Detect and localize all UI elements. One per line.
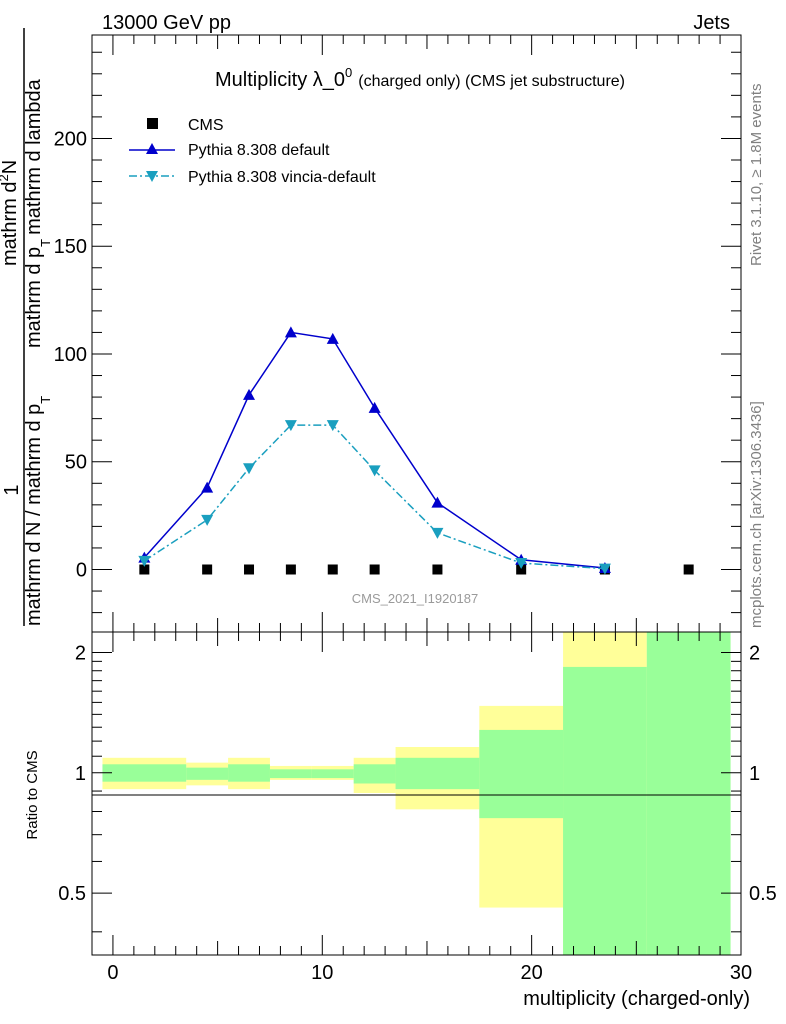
ratio-stat-band: [102, 764, 187, 782]
ylabel-numer-2: mathrm d2N: [0, 160, 21, 266]
pythia-vincia-line: [143, 424, 605, 570]
pythia-default-point: [431, 496, 444, 508]
legend-vincia-label: Pythia 8.308 vincia-default: [188, 169, 376, 186]
chart-title-main: Multiplicity λ_0: [215, 69, 345, 91]
legend-cms-label: CMS: [188, 117, 224, 134]
pythia-vincia-point: [326, 420, 339, 432]
ylabel-denom-1-sub: T: [38, 396, 53, 404]
ylabel-denom-2: mathrm d pTmathrm d lambda: [23, 78, 53, 348]
cms-data-point: [516, 564, 527, 575]
ratio-tick-label-right: 2: [749, 642, 760, 664]
main-axes: 0 50 100 150 200: [54, 35, 742, 632]
ylabel-denom-1-main: mathrm d N / mathrm d p: [23, 404, 45, 626]
main-ylabel: 1 mathrm d N / mathrm d pT mathrm d2N ma…: [0, 28, 53, 626]
pythia-vincia-point: [138, 555, 151, 567]
ratio-stat-band: [563, 666, 647, 955]
ratio-stat-band: [479, 729, 564, 819]
pythia-default-point: [243, 388, 256, 400]
ratio-panel-frame: [91, 631, 742, 956]
ratio-stat-band: [228, 764, 270, 782]
pythia-default-line: [143, 331, 605, 569]
cms-data-point: [327, 564, 338, 575]
legend-default-marker: [146, 143, 158, 154]
chart-title-sup: 0: [345, 65, 352, 80]
ratio-tick-label: 1: [75, 763, 86, 785]
ratio-tick-label-right: 1: [749, 763, 760, 785]
chart-title: Multiplicity λ_00 (charged only) (CMS jet…: [215, 65, 625, 91]
legend-cms-marker: [147, 118, 158, 129]
ratio-stat-band: [395, 757, 480, 790]
ylabel-denom-2-sub: T: [38, 239, 53, 247]
cms-data-point: [139, 564, 150, 575]
xlabel: multiplicity (charged-only): [523, 988, 750, 1010]
main-marks: [138, 326, 694, 575]
pythia-vincia-point: [243, 463, 256, 475]
pythia-vincia-point: [598, 563, 611, 575]
ratio-stat-band: [269, 769, 312, 779]
ratio-bands: [102, 632, 731, 955]
legend-vincia-marker: [146, 171, 158, 182]
x-tick-label: 30: [730, 962, 752, 984]
ylabel-denom-2-end: mathrm d lambda: [23, 78, 45, 234]
ratio-axes: 0.5 0.51 12 20 10 20 30: [58, 632, 777, 984]
y-tick-label: 150: [54, 236, 87, 258]
header-left: 13000 GeV pp: [102, 12, 231, 34]
side-label-rivet: Rivet 3.1.10, ≥ 1.8M events: [748, 84, 765, 267]
side-label-mcplots: mcplots.cern.ch [arXiv:1306.3436]: [748, 401, 765, 628]
ratio-tick-label: 0.5: [58, 883, 86, 905]
ratio-ylabel: Ratio to CMS: [24, 750, 41, 839]
pythia-vincia-point: [431, 527, 444, 539]
cms-data-point: [285, 564, 296, 575]
ylabel-numer-1: 1: [1, 484, 23, 495]
ratio-stat-band: [353, 764, 396, 784]
pythia-vincia-point: [201, 514, 214, 526]
y-tick-label: 100: [54, 344, 87, 366]
cms-data-point: [369, 564, 380, 575]
y-tick-label: 50: [65, 452, 87, 474]
ylabel-numer-2-main: mathrm d: [0, 182, 21, 266]
ratio-stat-band: [186, 767, 229, 780]
ylabel-denom-2-main: mathrm d p: [23, 247, 45, 348]
ylabel-numer-2-sup: 2: [0, 174, 11, 181]
cms-data-point: [683, 564, 694, 575]
y-tick-label: 200: [54, 128, 87, 150]
legend-default-label: Pythia 8.308 default: [188, 142, 330, 159]
ratio-stat-band: [311, 769, 354, 779]
ylabel-denom-1: mathrm d N / mathrm d pT: [23, 396, 53, 626]
watermark: CMS_2021_I1920187: [352, 591, 479, 606]
x-tick-label: 20: [521, 962, 543, 984]
pythia-default-point: [201, 481, 214, 493]
ratio-tick-label: 2: [75, 642, 86, 664]
chart-title-suffix: (charged only) (CMS jet substructure): [358, 73, 625, 90]
cms-data-point: [432, 564, 443, 575]
ratio-tick-label-right: 0.5: [749, 883, 777, 905]
cms-data-point: [202, 564, 213, 575]
pythia-default-point: [368, 401, 381, 413]
ratio-stat-band: [646, 632, 731, 955]
pythia-vincia-point: [515, 558, 528, 570]
pythia-default-point: [326, 332, 339, 344]
x-tick-label: 10: [311, 962, 333, 984]
ylabel-numer-2-end: N: [0, 160, 21, 174]
pythia-vincia-point: [284, 420, 297, 432]
cms-data-point: [244, 564, 255, 575]
y-tick-label: 0: [76, 559, 87, 581]
pythia-vincia-point: [368, 465, 381, 477]
legend: CMS Pythia 8.308 default Pythia 8.308 vi…: [129, 117, 376, 186]
pythia-default-point: [284, 326, 297, 338]
x-tick-label: 0: [107, 962, 118, 984]
header-right: Jets: [693, 12, 730, 34]
ratio-panel: 0.5 0.51 12 20 10 20 30: [58, 631, 777, 984]
